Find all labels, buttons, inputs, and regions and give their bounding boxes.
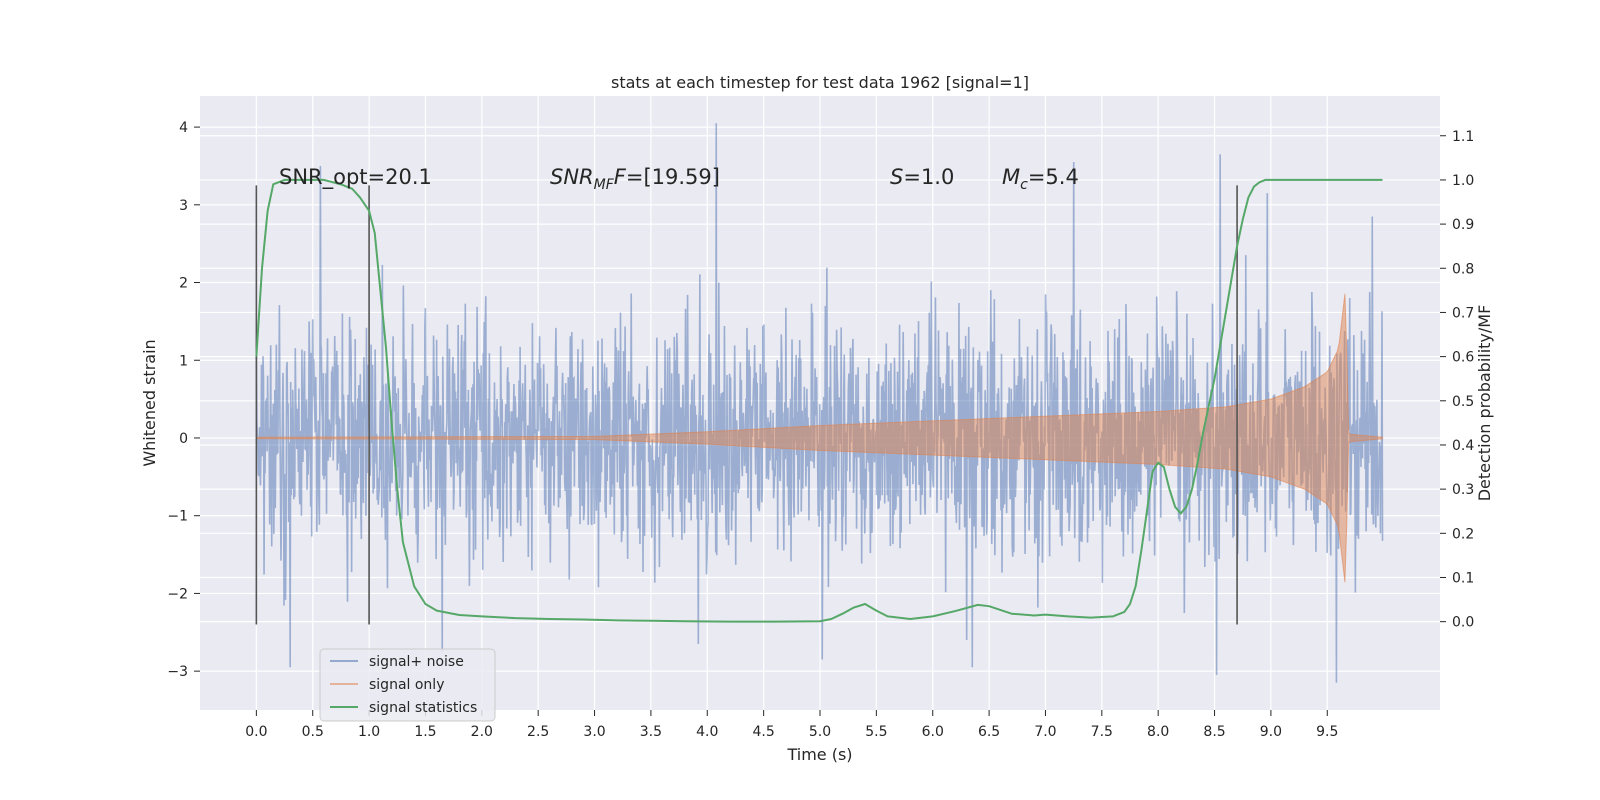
x-tick-label: 0.5 [302, 724, 324, 740]
x-tick-label: 5.0 [809, 724, 831, 740]
x-tick-label: 6.0 [922, 724, 944, 740]
x-tick-label: 7.5 [1091, 724, 1113, 740]
y-axis-left-label: Whitened strain [140, 339, 159, 466]
x-tick-label: 7.0 [1034, 724, 1056, 740]
legend-label-noise: signal+ noise [369, 654, 464, 670]
y-right-tick-label: 0.2 [1452, 526, 1474, 542]
y-right-tick-label: 0.9 [1452, 217, 1474, 233]
x-tick-label: 1.5 [414, 724, 436, 740]
annotation-snr-mf-f: F [614, 165, 627, 189]
x-tick-label: 0.0 [245, 724, 267, 740]
signal-statistics-series [255, 178, 1383, 623]
x-tick-label: 8.5 [1203, 724, 1225, 740]
x-tick-label: 9.5 [1316, 724, 1338, 740]
annotation-snr-opt: SNR_opt=20.1 [279, 165, 432, 190]
x-tick-label: 2.5 [527, 724, 549, 740]
y-right-tick-label: 0.7 [1452, 305, 1474, 321]
x-tick-label: 9.0 [1260, 724, 1282, 740]
annotation-mc-value: =5.4 [1028, 165, 1079, 189]
legend-label-stats: signal statistics [369, 700, 477, 716]
y-axis-right-ticks: 0.0 0.1 0.2 0.3 0.4 0.5 0.6 0.7 0.8 0.9 1.0 1.1 [1440, 129, 1474, 631]
signal-only-envelope [255, 293, 1384, 583]
x-tick-label: 4.5 [753, 724, 775, 740]
x-tick-label: 4.0 [696, 724, 718, 740]
y-axis-right-label: Detection probability/MF [1475, 305, 1494, 502]
x-tick-label: 5.5 [865, 724, 887, 740]
x-tick-label: 6.5 [978, 724, 1000, 740]
x-tick-label: 1.0 [358, 724, 380, 740]
legend: signal+ noise signal only signal statist… [319, 648, 496, 722]
annotation-mc: Mc=5.4 [1002, 165, 1079, 193]
annotation-mc-base: M [1002, 165, 1020, 189]
vertical-markers [255, 185, 1238, 625]
chart-title: stats at each timestep for test data 196… [611, 73, 1029, 92]
y-right-tick-label: 1.0 [1452, 173, 1474, 189]
legend-label-signal: signal only [369, 677, 444, 693]
x-tick-label: 8.0 [1147, 724, 1169, 740]
y-right-tick-label: 0.5 [1452, 394, 1474, 410]
y-left-tick-label: −1 [167, 509, 188, 525]
annotation-s-value: =1.0 [903, 165, 954, 189]
signal-only-series [255, 293, 1384, 583]
x-axis-label: Time (s) [786, 745, 852, 764]
y-left-tick-label: −3 [167, 664, 188, 680]
y-right-tick-label: 0.6 [1452, 350, 1474, 366]
y-left-tick-label: 4 [179, 120, 188, 136]
y-right-tick-label: 0.0 [1452, 615, 1474, 631]
y-left-tick-label: 2 [179, 276, 188, 292]
annotation-snr-mf: SNRMFF=[19.59] [550, 165, 720, 193]
y-right-tick-label: 0.8 [1452, 261, 1474, 277]
annotation-mc-sub: c [1020, 177, 1028, 193]
x-axis-ticks: 0.0 0.5 1.0 1.5 2.0 2.5 3.0 3.5 4.0 4.5 5.0 5.5 6.0 6… [245, 710, 1338, 740]
y-axis-left-ticks: −3 −2 −1 0 1 2 3 4 [167, 120, 200, 680]
y-left-tick-label: 0 [179, 431, 188, 447]
y-right-tick-label: 0.3 [1452, 482, 1474, 498]
y-left-tick-label: 3 [179, 198, 188, 214]
y-right-tick-label: 0.1 [1452, 570, 1474, 586]
annotation-snr-mf-sub: MF [594, 177, 615, 193]
y-left-tick-label: −2 [167, 586, 188, 602]
annotation-s: S=1.0 [890, 165, 954, 189]
y-right-tick-label: 1.1 [1452, 129, 1474, 145]
annotation-s-base: S [890, 165, 903, 189]
x-tick-label: 3.0 [583, 724, 605, 740]
y-left-tick-label: 1 [179, 353, 188, 369]
annotation-snr-mf-value: =[19.59] [626, 165, 720, 189]
signal-statistics-line [255, 178, 1383, 623]
x-tick-label: 3.5 [640, 724, 662, 740]
x-tick-label: 2.0 [471, 724, 493, 740]
legend-box [319, 648, 496, 722]
annotation-snr-mf-base: SNR [550, 165, 594, 189]
y-right-tick-label: 0.4 [1452, 438, 1474, 454]
